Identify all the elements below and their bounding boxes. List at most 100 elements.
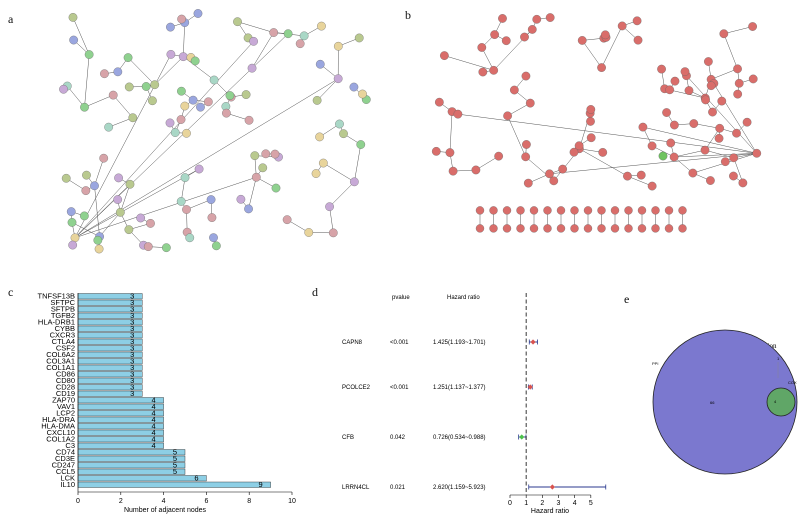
network-node — [583, 206, 593, 215]
network-node — [729, 153, 739, 163]
network-node — [543, 224, 552, 233]
network-node — [212, 241, 221, 251]
network-node — [664, 224, 674, 233]
network-node — [688, 168, 698, 178]
venn-set-ppi — [652, 329, 798, 475]
network-node — [349, 177, 359, 187]
forest-x-tick-label: 3 — [557, 500, 561, 507]
network-node — [79, 211, 89, 221]
network-node — [335, 119, 344, 129]
network-node — [182, 128, 191, 138]
network-node — [194, 164, 204, 174]
network-node — [664, 206, 674, 215]
network-node — [233, 17, 242, 27]
network-node — [90, 181, 99, 191]
panel-label-a: a — [8, 12, 14, 26]
forest-gene-capn8: CAPN8 — [342, 340, 363, 346]
bar-label-cd247: CD247 — [52, 461, 75, 470]
forest-x-tick-label: 0 — [508, 500, 512, 507]
bar-label-cxcl10: CXCL10 — [47, 428, 75, 437]
network-node — [358, 89, 367, 99]
hazard-ratio-forest-plot: pvalue Hazard ratio CAPN8 <0.001 1.425(1.1… — [342, 293, 607, 515]
panel-label-c: c — [8, 285, 14, 299]
network-node — [738, 178, 748, 188]
bar-label-cd28: CD28 — [56, 383, 75, 392]
network-node — [166, 22, 175, 32]
network-node — [250, 151, 260, 161]
network-edge — [444, 55, 494, 71]
bar-value-tnfsf13b: 3 — [130, 292, 134, 301]
network-node — [569, 147, 579, 157]
network-node — [498, 14, 507, 23]
network-node — [108, 90, 118, 100]
network-edge — [723, 33, 738, 69]
network-node — [170, 128, 180, 137]
network-node — [148, 96, 157, 106]
network-node — [549, 176, 559, 186]
network-node — [742, 117, 752, 127]
network-node — [703, 57, 713, 66]
network-node — [733, 64, 742, 74]
network-node — [586, 133, 596, 143]
network-node — [270, 149, 280, 159]
bar-value-sftpb: 3 — [130, 305, 134, 314]
network-edge — [475, 155, 499, 171]
network-node — [209, 233, 218, 243]
network-node — [258, 163, 268, 173]
network-node — [545, 169, 554, 179]
network-node — [143, 242, 153, 251]
network-node — [176, 115, 186, 124]
network-edge — [316, 78, 339, 101]
bar-label-lcp2: LCP2 — [56, 409, 75, 418]
network-edge — [84, 54, 90, 108]
network-node — [708, 107, 717, 117]
network-node — [577, 36, 587, 45]
forest-x-tick-label: 2 — [540, 500, 544, 507]
network-node — [59, 84, 68, 94]
bar-label-tgfb2: TGFB2 — [51, 311, 75, 320]
bar-label-col6a2: COL6A2 — [46, 350, 75, 359]
bar-value-cd86: 3 — [130, 370, 134, 379]
network-node — [244, 115, 254, 125]
network-node — [570, 206, 579, 215]
bar-x-tick-label: 4 — [162, 498, 166, 505]
bar-value-sftpc: 3 — [130, 298, 134, 307]
network-node — [665, 85, 675, 95]
network-node — [638, 122, 648, 132]
network-edge — [127, 57, 155, 85]
network-edge — [74, 41, 254, 238]
venn-label-ppi: PPI — [652, 361, 658, 366]
network-node — [632, 16, 642, 26]
network-node — [529, 206, 539, 215]
bar-x-tick-label: 0 — [76, 498, 80, 505]
network-node — [684, 86, 694, 95]
network-node — [700, 145, 710, 155]
network-edge — [733, 157, 744, 184]
network-node — [501, 36, 511, 46]
network-node — [431, 146, 441, 156]
network-edge — [674, 153, 757, 158]
network-edge — [457, 113, 757, 154]
venn-count-right: 1 — [777, 356, 780, 361]
forest-pvalue-pcolce2: <0.001 — [390, 385, 409, 391]
network-node — [113, 67, 123, 77]
network-edge — [710, 79, 757, 154]
network-node — [261, 149, 271, 159]
network-node — [356, 140, 366, 149]
network-node — [115, 207, 125, 217]
bar-label-cd86: CD86 — [56, 370, 75, 379]
network-node — [624, 224, 633, 233]
network-node — [177, 14, 187, 24]
network-node — [81, 186, 91, 196]
bar-label-il10: IL10 — [60, 480, 75, 489]
bar-value-cd3e: 5 — [173, 454, 177, 463]
network-node — [748, 74, 758, 84]
bar-ccl5 — [77, 468, 186, 475]
bar-value-col6a2: 3 — [130, 350, 134, 359]
network-edge — [186, 199, 212, 210]
network-node — [617, 21, 627, 31]
network-node — [445, 148, 455, 157]
network-node — [146, 219, 155, 228]
network-edge — [120, 184, 131, 213]
forest-hr-text-cfb: 0.726(0.534~0.988) — [433, 435, 486, 441]
